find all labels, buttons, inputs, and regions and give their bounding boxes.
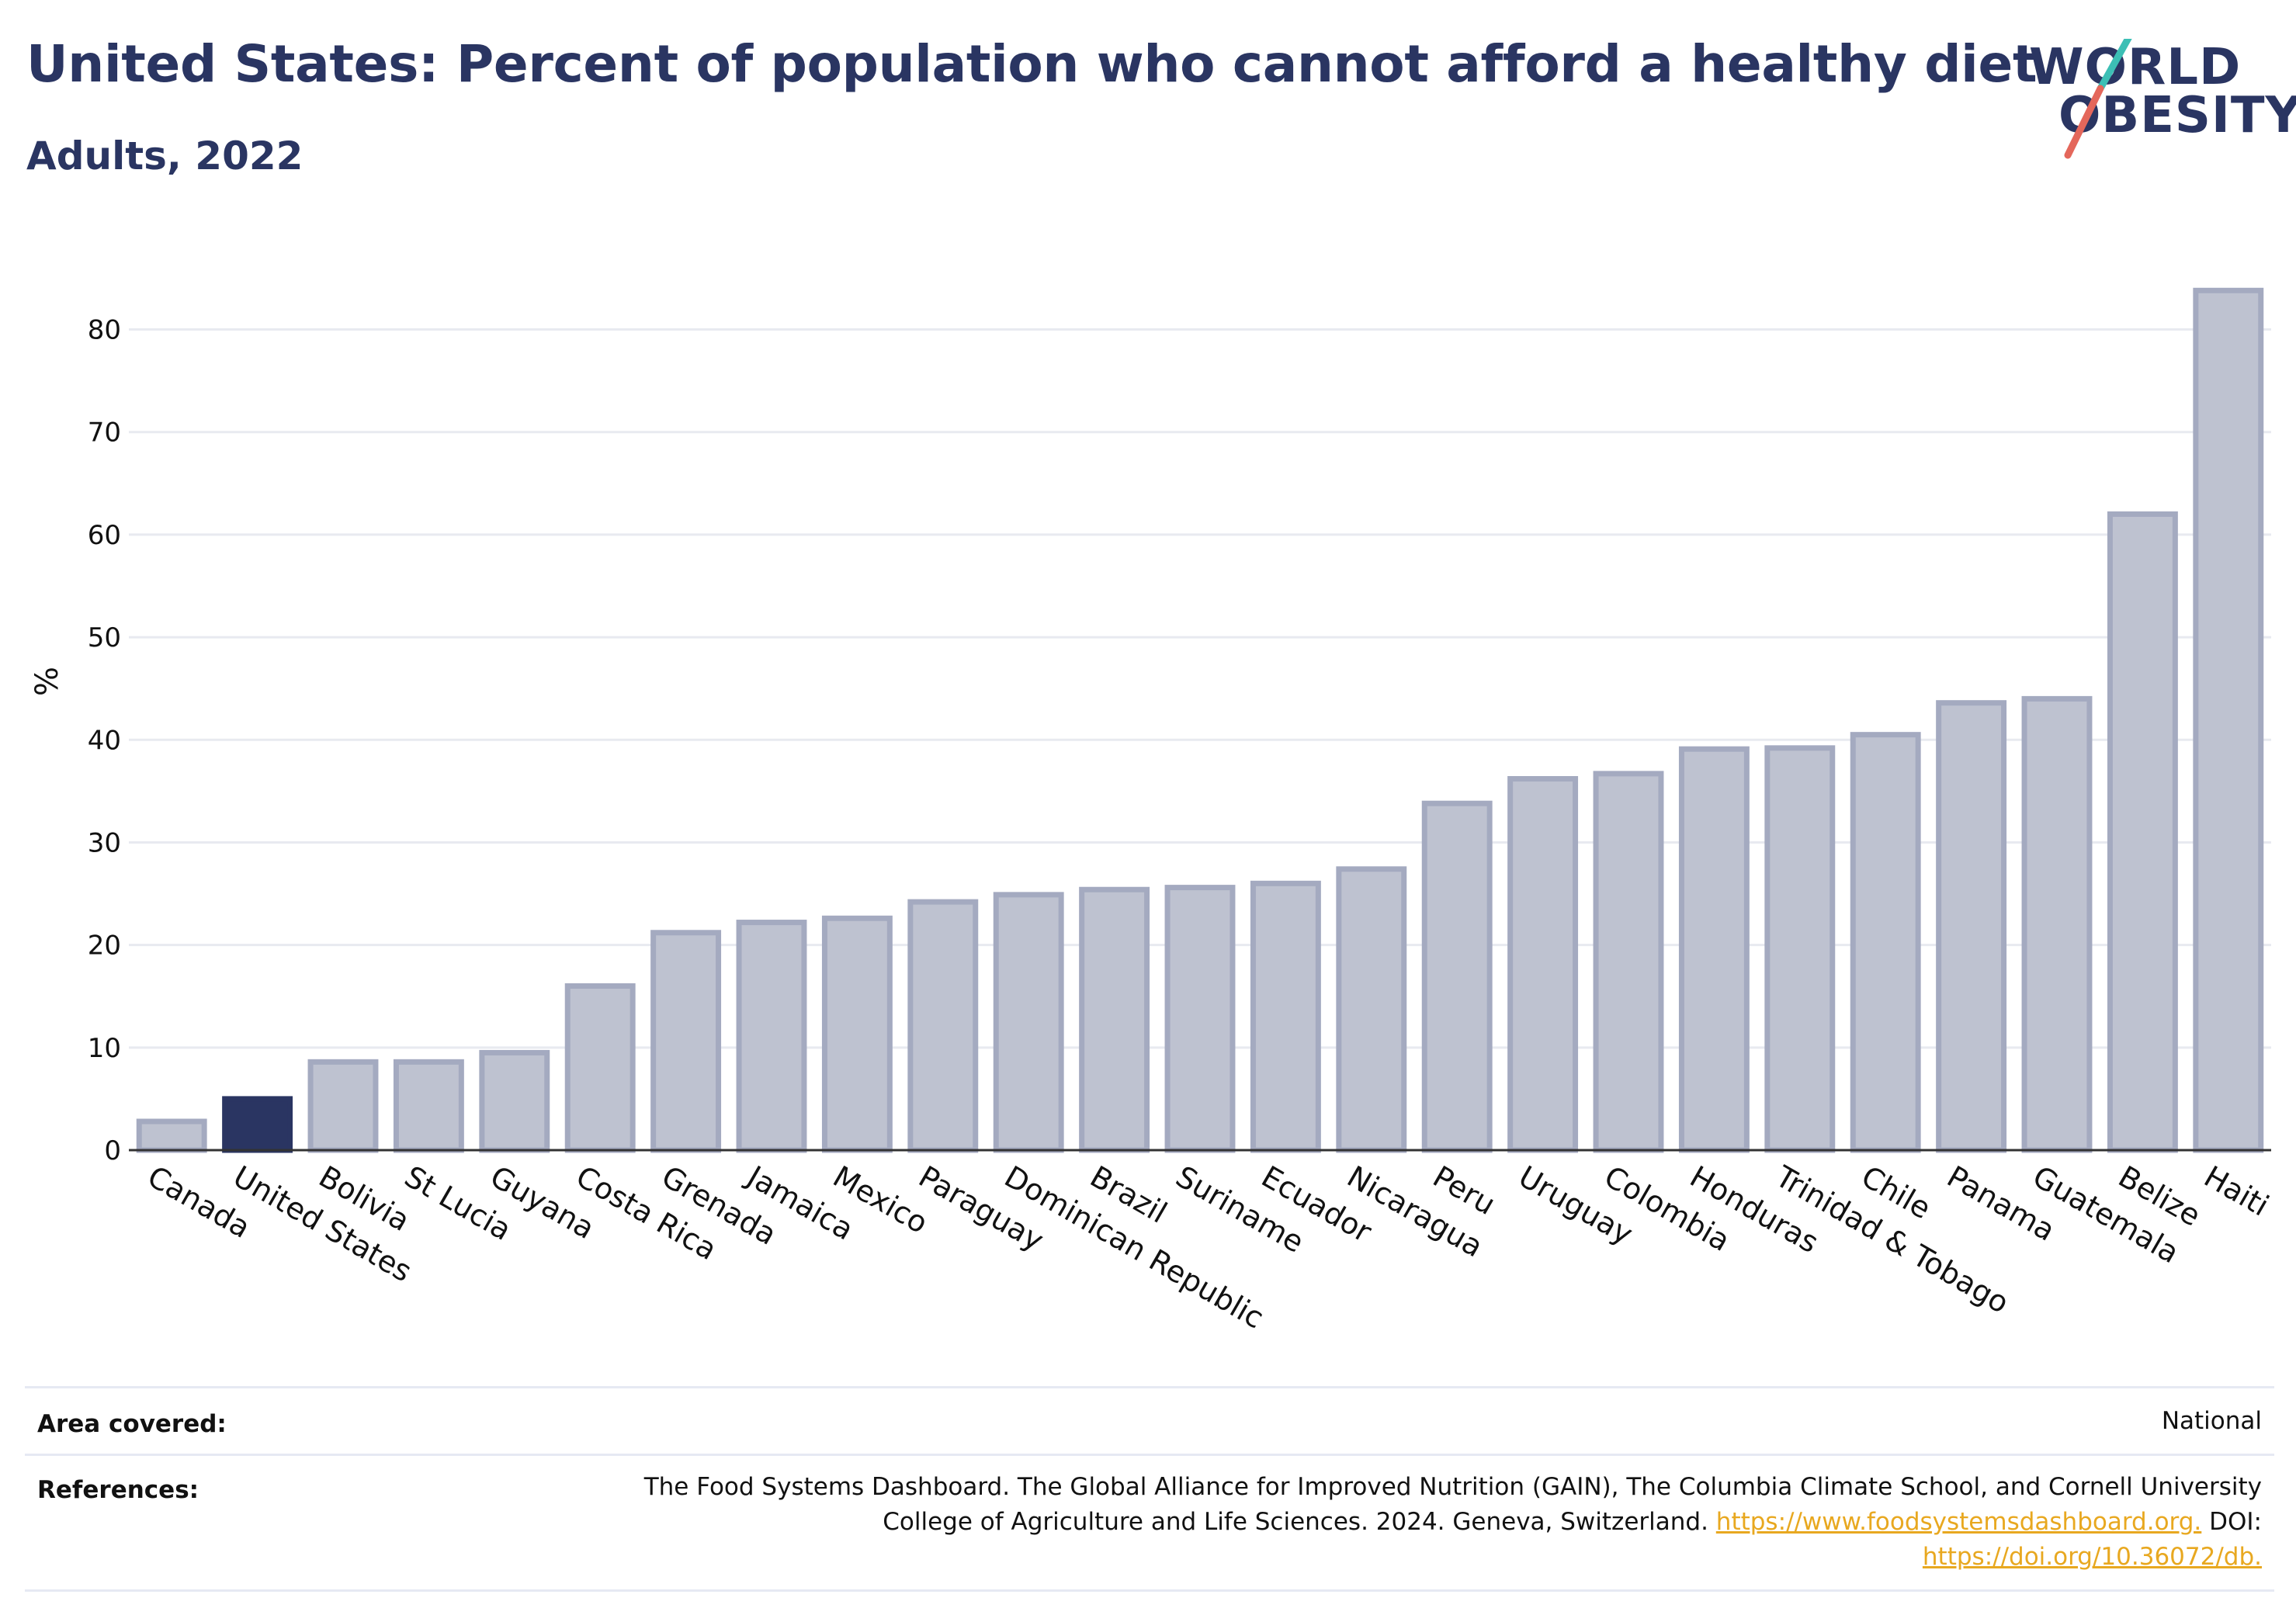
bar-united-states <box>222 1096 293 1153</box>
bar-canada <box>136 1118 207 1153</box>
logo-line1: WORLD <box>2029 39 2242 96</box>
bars <box>136 287 2264 1153</box>
x-tick-label: Haiti <box>2198 1159 2274 1223</box>
references-text: The Food Systems Dashboard. The Global A… <box>644 1470 2262 1575</box>
area-covered-row: Area covered: National <box>25 1388 2274 1454</box>
y-tick-label: 10 <box>88 1033 121 1064</box>
bar-trinidad-tobago <box>1764 745 1836 1153</box>
y-tick-label: 30 <box>88 827 121 858</box>
bar-costa-rica <box>564 983 636 1153</box>
bar-mexico <box>821 915 893 1153</box>
logo-slash-icon <box>2064 39 2132 159</box>
y-tick-label: 80 <box>88 315 121 346</box>
bar-dominican-republic <box>993 892 1064 1153</box>
references-line-2-text: College of Agriculture and Life Sciences… <box>883 1508 1708 1536</box>
bar-colombia <box>1593 771 1664 1153</box>
bar-grenada <box>650 930 722 1153</box>
info-table: Area covered: National References: The F… <box>25 1386 2274 1592</box>
doi-label: DOI: <box>2209 1508 2262 1536</box>
bar-chile <box>1850 732 1921 1153</box>
y-tick-label: 40 <box>88 725 121 756</box>
bar-guatemala <box>2021 695 2093 1153</box>
bar-jamaica <box>736 920 807 1153</box>
y-tick-label: 70 <box>88 418 121 449</box>
y-tick-label: 20 <box>88 931 121 962</box>
bar-suriname <box>1164 885 1236 1153</box>
bar-belize <box>2107 511 2178 1153</box>
bar-paraguay <box>907 899 979 1153</box>
doi-link[interactable]: https://doi.org/10.36072/db. <box>1922 1543 2262 1571</box>
bar-peru <box>1421 800 1493 1153</box>
bar-haiti <box>2193 287 2264 1153</box>
bar-guyana <box>479 1049 550 1153</box>
references-line-1: The Food Systems Dashboard. The Global A… <box>643 1473 2262 1501</box>
bar-ecuador <box>1250 880 1321 1153</box>
references-label: References: <box>37 1476 199 1504</box>
references-line-2: College of Agriculture and Life Sciences… <box>644 1505 2262 1540</box>
references-row: References: The Food Systems Dashboard. … <box>25 1454 2274 1592</box>
bar-nicaragua <box>1336 866 1407 1153</box>
bar-st-lucia <box>393 1059 464 1153</box>
world-obesity-logo: WORLD OBESITY <box>2024 39 2296 163</box>
y-tick-label: 50 <box>88 622 121 653</box>
dashboard-link[interactable]: https://www.foodsystemsdashboard.org. <box>1715 1508 2202 1536</box>
bar-panama <box>1936 700 2007 1153</box>
references-line-3: https://doi.org/10.36072/db. <box>644 1540 2262 1575</box>
y-tick-label: 60 <box>88 520 121 551</box>
bar-bolivia <box>307 1059 379 1153</box>
bar-brazil <box>1079 886 1150 1153</box>
area-covered-value: National <box>2161 1407 2262 1435</box>
page-subtitle: Adults, 2022 <box>26 133 303 178</box>
bar-honduras <box>1678 746 1750 1153</box>
y-tick-label: 0 <box>104 1135 121 1166</box>
bar-uruguay <box>1507 775 1579 1153</box>
area-covered-label: Area covered: <box>37 1410 227 1438</box>
page-title: United States: Percent of population who… <box>26 34 2038 94</box>
y-axis-label: % <box>29 667 65 696</box>
